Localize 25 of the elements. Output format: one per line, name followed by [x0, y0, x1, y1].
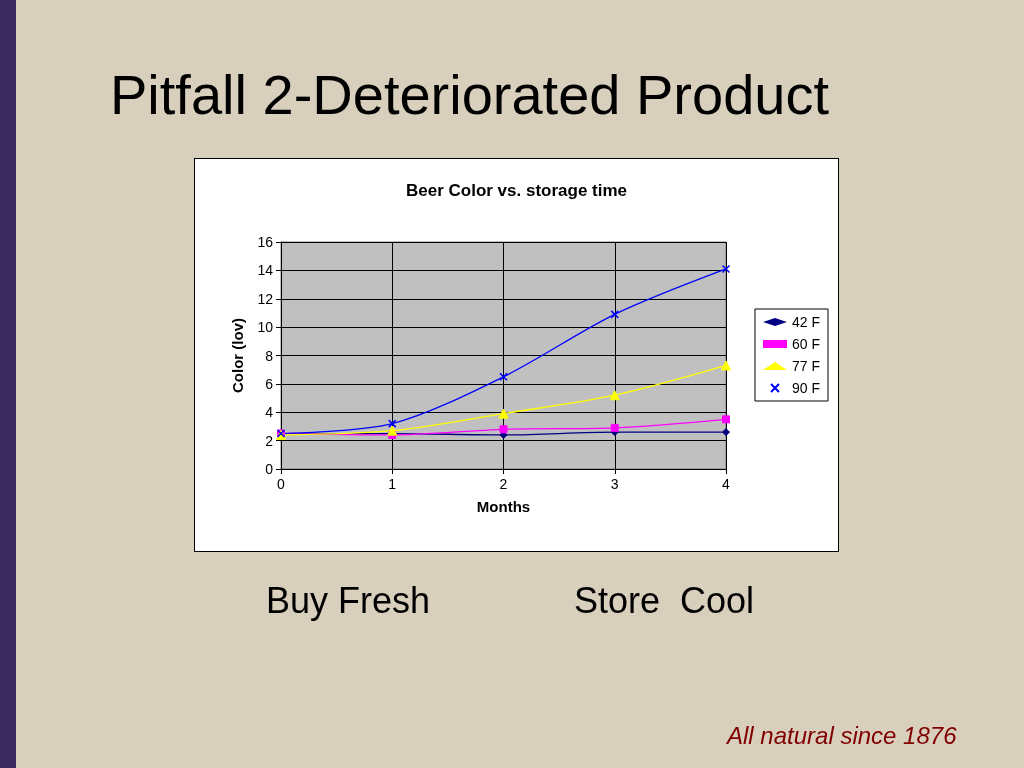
- x-tick-label: 4: [722, 476, 731, 492]
- y-tick-label: 12: [257, 290, 274, 307]
- y-tick-label: 2: [265, 432, 274, 449]
- text: Store Cool: [574, 580, 755, 622]
- y-tick-label: 0: [265, 461, 274, 477]
- text: Buy Fresh: [266, 580, 431, 622]
- text: All natural since 1876: [727, 722, 957, 750]
- legend-label: 60 F: [791, 336, 820, 352]
- y-axis-title: Color (lov): [229, 318, 246, 393]
- legend-label: 90 F: [791, 380, 820, 396]
- y-tick-label: 4: [265, 404, 274, 421]
- x-tick-label: 0: [277, 476, 286, 492]
- y-tick-label: 16: [257, 234, 274, 250]
- x-tick-label: 2: [499, 476, 508, 492]
- chart-subtitle: Beer Color vs. storage time: [405, 181, 628, 200]
- legend-label: 77 F: [791, 358, 820, 374]
- x-tick-label: 1: [388, 476, 397, 492]
- x-tick-label: 3: [610, 476, 619, 492]
- y-tick-label: 6: [265, 375, 274, 392]
- y-tick-label: 14: [257, 262, 274, 279]
- legend-label: 42 F: [791, 314, 820, 330]
- y-tick-label: 8: [265, 347, 274, 364]
- y-tick-label: 10: [257, 319, 274, 336]
- chart-title: Pitfall 2-Deteriorated Product: [110, 62, 830, 127]
- x-axis-title: Months: [476, 498, 531, 515]
